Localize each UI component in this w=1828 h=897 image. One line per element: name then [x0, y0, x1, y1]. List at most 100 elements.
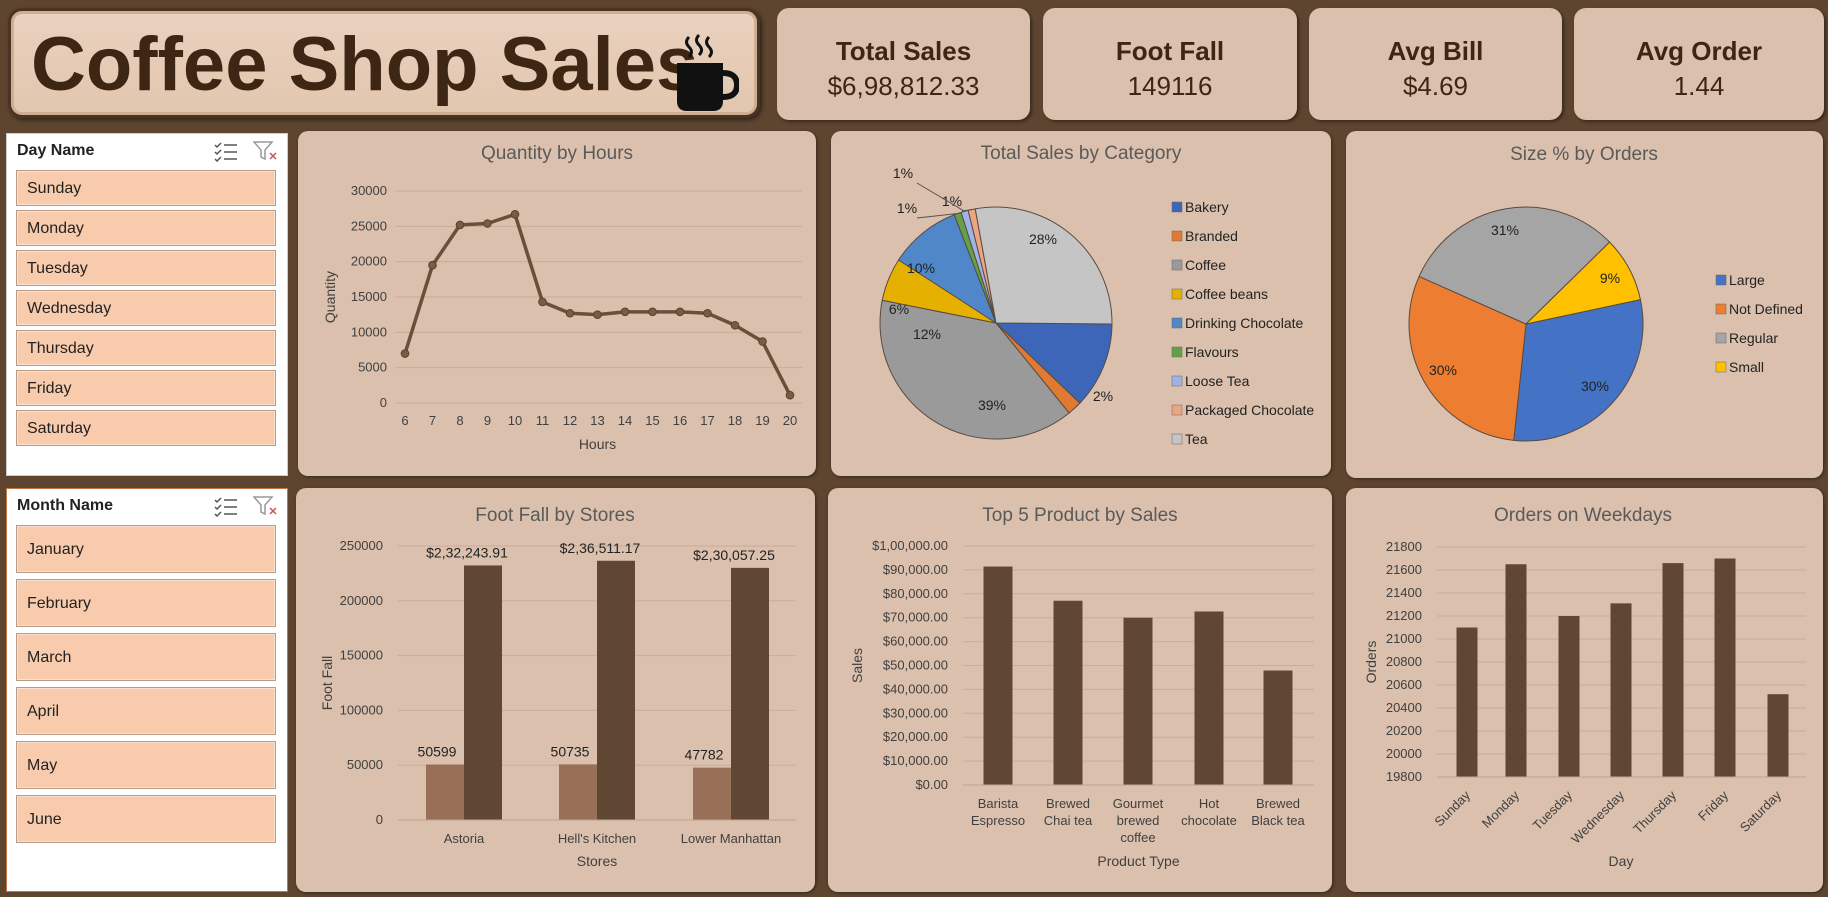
legend-label: Bakery: [1185, 199, 1229, 215]
data-label: $2,32,243.91: [426, 544, 508, 560]
slicer-item[interactable]: Saturday: [16, 410, 276, 446]
bar: [597, 560, 635, 820]
pie-slice: [879, 299, 1070, 440]
legend-label: Not Defined: [1729, 301, 1803, 317]
slicer-item[interactable]: Wednesday: [16, 290, 276, 326]
x-axis-title: Stores: [577, 853, 617, 869]
data-label: 39%: [978, 397, 1006, 413]
slicer-item[interactable]: Sunday: [16, 170, 276, 206]
bar: [1263, 670, 1293, 785]
dashboard-title: Coffee Shop Sales: [31, 22, 699, 107]
slicer-item[interactable]: March: [16, 633, 276, 681]
bar: [1714, 558, 1736, 777]
y-tick-label: 20200: [1386, 723, 1422, 738]
slicer-item[interactable]: Monday: [16, 210, 276, 246]
slicer-item[interactable]: May: [16, 741, 276, 789]
legend-label: Drinking Chocolate: [1185, 315, 1303, 331]
x-tick-label: Friday: [1695, 787, 1731, 823]
legend-swatch: [1171, 404, 1183, 416]
legend-swatch: [1715, 332, 1727, 344]
y-tick-label: 150000: [340, 648, 383, 663]
data-label: 31%: [1491, 222, 1519, 238]
slicer-item[interactable]: February: [16, 579, 276, 627]
pie-slice: [974, 206, 1113, 325]
x-tick-label: 11: [536, 413, 550, 428]
leader-line: [916, 213, 958, 219]
slicer-item[interactable]: Thursday: [16, 330, 276, 366]
legend-label: Loose Tea: [1185, 373, 1250, 389]
data-label: 12%: [913, 326, 941, 342]
bar: [464, 565, 502, 820]
bar: [559, 764, 597, 820]
bar: [1767, 694, 1789, 777]
pie-chart: Total Sales by Category 12% 2% 39% 6% 10% 1% 1%…: [879, 143, 1314, 447]
x-tick-label: Hot: [1199, 796, 1220, 811]
data-label: 10%: [907, 260, 935, 276]
bar: [1505, 564, 1527, 777]
data-point: [703, 308, 712, 318]
y-tick-label: $90,000.00: [883, 562, 948, 577]
data-point: [758, 337, 767, 346]
legend-swatch: [1171, 317, 1183, 329]
slicer-item[interactable]: June: [16, 795, 276, 843]
chart-top5-products: Top 5 Product by Sales $0.00 $10,000.00 $20…: [828, 488, 1332, 892]
slicer-item[interactable]: January: [16, 525, 276, 573]
slicer-item[interactable]: Tuesday: [16, 250, 276, 286]
y-tick-label: 20600: [1386, 677, 1422, 692]
data-point: [675, 307, 685, 317]
y-tick-label: 21400: [1386, 585, 1422, 600]
y-tick-label: 0: [376, 812, 383, 827]
x-tick-label: 6: [401, 413, 408, 428]
y-tick-label: $50,000.00: [883, 658, 948, 673]
bar-chart: Orders on Weekdays 19800 20000 20200 20400 20…: [1363, 505, 1806, 869]
y-tick-label: 250000: [340, 538, 383, 553]
y-tick-label: 5000: [358, 360, 387, 375]
data-label: 1%: [893, 165, 913, 181]
title-banner: Coffee Shop Sales: [8, 8, 760, 118]
data-label: 50599: [418, 744, 457, 760]
legend-label: Tea: [1185, 431, 1208, 447]
multi-select-icon[interactable]: [213, 495, 239, 518]
x-tick-label: Barista: [978, 796, 1019, 811]
data-label: 1%: [897, 200, 917, 216]
legend-swatch: [1171, 433, 1183, 445]
y-tick-label: 50000: [347, 757, 383, 772]
y-tick-label: 15000: [351, 289, 387, 304]
chart-foot-fall-by-stores: Foot Fall by Stores 0 50000 100000 150000 200…: [296, 488, 815, 892]
bar: [1662, 563, 1684, 777]
day-slicer: Day Name Sunday Monday Tuesday Wednesday Thu…: [6, 133, 288, 476]
kpi-label: Avg Order: [1635, 36, 1763, 66]
data-point: [620, 307, 630, 317]
leader-line: [916, 182, 965, 212]
data-point: [428, 260, 437, 270]
legend-label: Branded: [1185, 228, 1238, 244]
data-point: [510, 210, 520, 219]
slicer-item[interactable]: April: [16, 687, 276, 735]
bar: [1053, 600, 1083, 785]
legend-label: Small: [1729, 359, 1764, 375]
slicer-item[interactable]: Friday: [16, 370, 276, 406]
kpi-avg-order: Avg Order 1.44: [1574, 8, 1824, 120]
bar: [1194, 611, 1224, 785]
bar-chart: Top 5 Product by Sales $0.00 $10,000.00 $20…: [849, 505, 1314, 869]
kpi-total-sales: Total Sales $6,98,812.33: [777, 8, 1030, 120]
data-label: $2,36,511.17: [560, 540, 641, 556]
pie-chart: Size % by Orders 30% 30% 31% 9% Large Not Defi…: [1408, 144, 1803, 442]
data-label: 50735: [551, 743, 590, 759]
leader-line: [961, 209, 972, 212]
y-tick-label: $1,00,000.00: [872, 538, 948, 553]
y-tick-label: $0.00: [915, 777, 948, 792]
legend-swatch: [1171, 201, 1183, 213]
clear-filter-icon[interactable]: [252, 140, 279, 162]
clear-filter-icon[interactable]: [252, 495, 279, 517]
kpi-value: $6,98,812.33: [827, 71, 980, 101]
legend-swatch: [1715, 361, 1727, 373]
x-tick-label: 14: [618, 413, 632, 428]
multi-select-icon[interactable]: [213, 140, 239, 163]
y-tick-label: 21800: [1386, 539, 1422, 554]
pie-slice: [897, 214, 998, 325]
pie-slice: [1513, 299, 1644, 442]
x-tick-label: Saturday: [1737, 787, 1785, 835]
pie-slice: [1408, 275, 1527, 441]
x-axis-title: Product Type: [1097, 853, 1179, 869]
